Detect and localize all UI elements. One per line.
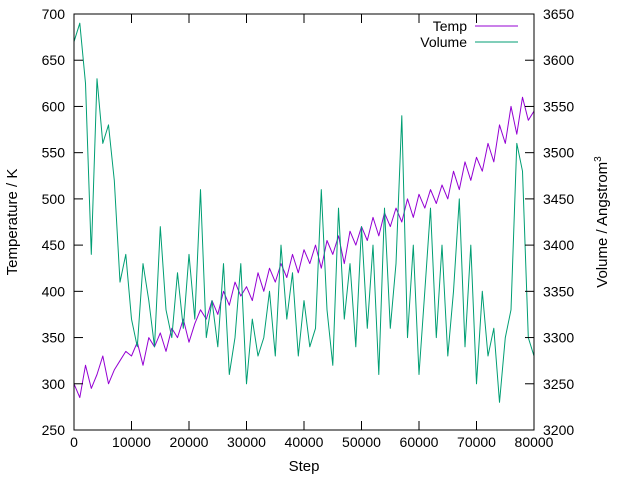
y-tick-label: 300	[42, 376, 66, 392]
x-tick-label: 30000	[227, 434, 266, 450]
y2-tick-label: 3400	[543, 237, 574, 253]
legend: Temp Volume	[420, 18, 518, 50]
y2-tick-label: 3500	[543, 145, 574, 161]
y2-tick-label: 3650	[543, 6, 574, 22]
series-line-volume	[73, 22, 535, 403]
y-tick-label: 650	[42, 52, 66, 68]
y2-tick-label: 3550	[543, 98, 574, 114]
ticks-layer	[73, 13, 535, 431]
x-tick-label: 80000	[515, 434, 554, 450]
series-line-temp	[73, 96, 535, 399]
y2-tick-label: 3600	[543, 52, 574, 68]
y-tick-label: 500	[42, 191, 66, 207]
x-tick-label: 0	[70, 434, 78, 450]
x-tick-label: 50000	[342, 434, 381, 450]
y2-tick-label: 3350	[543, 283, 574, 299]
x-tick-label: 60000	[400, 434, 439, 450]
y2-axis-title: Volume / Angstrom3	[593, 156, 611, 288]
y2-tick-label: 3250	[543, 376, 574, 392]
y-tick-label: 450	[42, 237, 66, 253]
y-tick-label: 350	[42, 330, 66, 346]
y-tick-label: 250	[42, 422, 66, 438]
y2-tick-label: 3450	[543, 191, 574, 207]
y2-tick-label: 3300	[543, 330, 574, 346]
x-tick-label: 10000	[112, 434, 151, 450]
x-tick-label: 40000	[285, 434, 324, 450]
y2-tick-label: 3200	[543, 422, 574, 438]
x-tick-label: 20000	[170, 434, 209, 450]
y-tick-label: 600	[42, 98, 66, 114]
tick-labels-layer: 0 10000 20000 30000 40000 50000 60000 70000 8000…	[42, 6, 575, 450]
y-axis-title: Temperature / K	[4, 169, 21, 276]
y-tick-label: 400	[42, 283, 66, 299]
x-axis-title: Step	[289, 458, 320, 475]
y2-axis-title-sup: 3	[593, 156, 604, 162]
x-tick-label: 70000	[457, 434, 496, 450]
y-tick-label: 700	[42, 6, 66, 22]
legend-label-temp: Temp	[433, 18, 467, 34]
y-tick-label: 550	[42, 145, 66, 161]
y2-axis-title-main: Volume / Angstrom	[594, 162, 611, 288]
legend-label-volume: Volume	[420, 34, 467, 50]
series-layer	[73, 22, 535, 403]
